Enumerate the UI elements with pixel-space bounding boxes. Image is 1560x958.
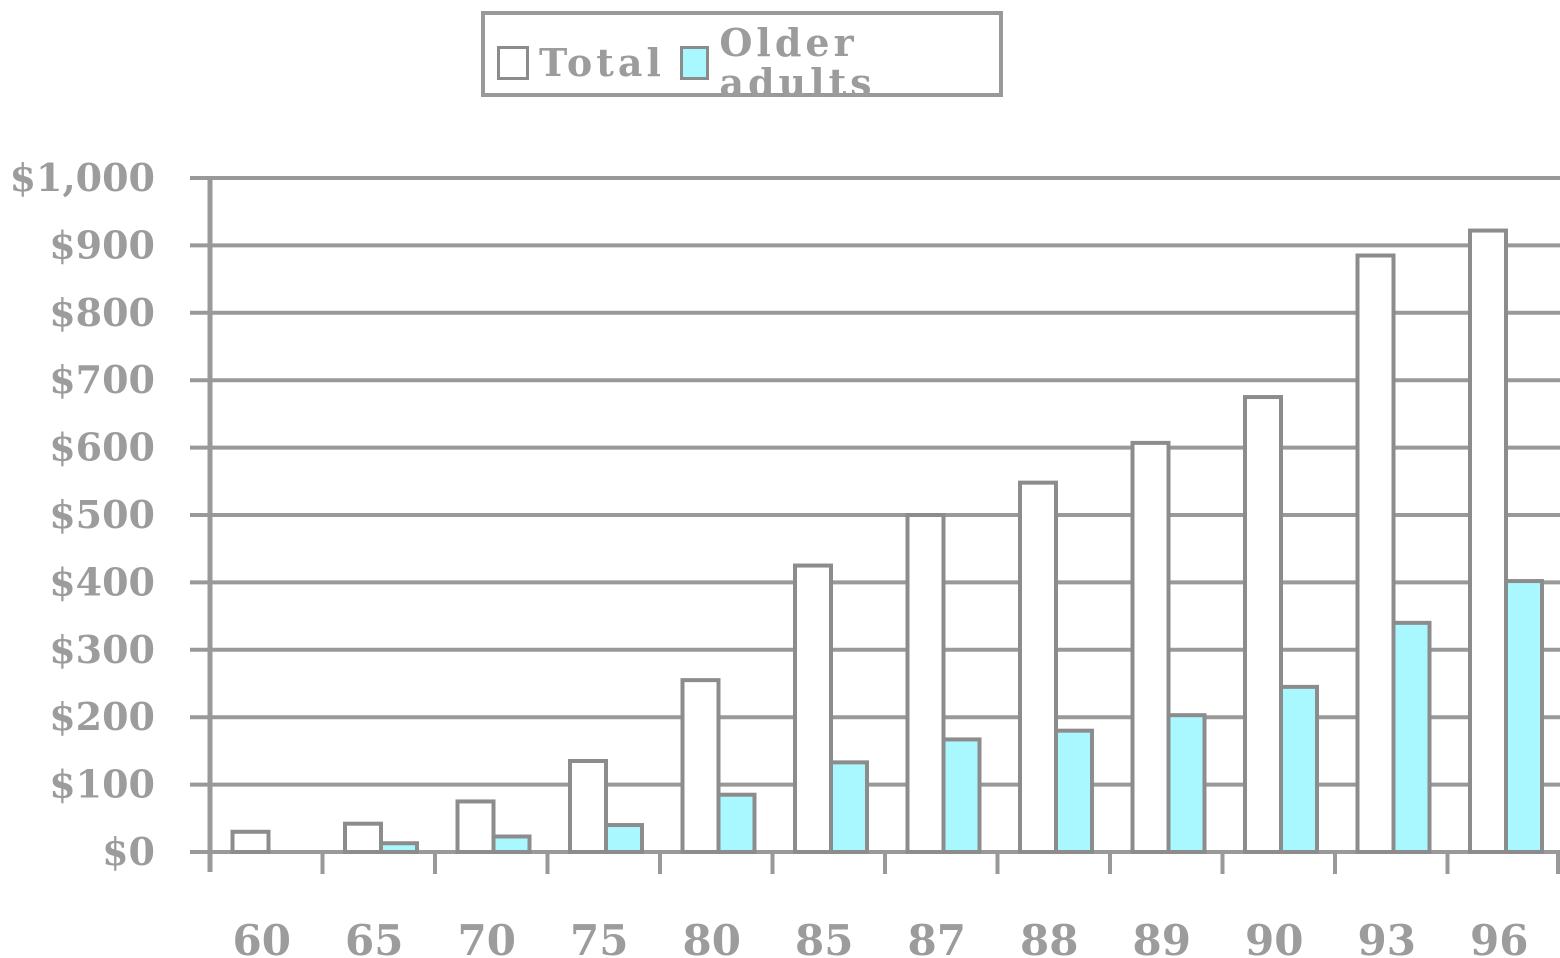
axes [207,178,1560,874]
bar-older-adults-88 [1054,728,1094,854]
legend-item-total: Total [497,43,665,83]
y-tick-label: $600 [49,425,155,470]
bar-older-adults-87 [941,737,982,855]
x-tick-label: 88 [1020,916,1078,958]
x-tick-label: 65 [345,916,403,958]
x-tick-label: 70 [458,916,516,958]
legend-swatch-total [497,46,529,80]
y-tick-label: $900 [49,222,155,267]
x-tick-label: 80 [683,916,741,958]
y-tick-label: $500 [49,492,155,537]
legend-label-older-adults: Older adults [719,20,876,105]
bar-total-90 [1243,395,1283,854]
legend-swatch-older-adults [680,46,710,80]
x-tick-label: 60 [233,916,291,958]
bar-older-adults-65 [379,841,419,854]
legend-label-total: Total [539,40,665,85]
bar-total-70 [455,799,496,855]
bars [230,228,1544,855]
y-tick-label: $800 [49,290,155,335]
bar-total-89 [1130,440,1171,854]
x-tick-label: 87 [908,916,966,958]
bar-total-88 [1018,480,1058,854]
bar-total-60 [230,829,271,855]
bar-older-adults-89 [1166,713,1207,854]
y-tick-label: $0 [102,829,155,874]
bar-total-85 [793,563,833,854]
gridlines [190,176,1560,854]
bar-older-adults-93 [1391,620,1432,855]
y-tick-label: $700 [49,357,155,402]
y-tick-label: $300 [49,627,155,672]
bar-older-adults-70 [491,834,532,854]
bar-total-93 [1355,253,1396,854]
legend-item-older-adults: Older adults [680,23,999,103]
x-tick-label: 89 [1133,916,1191,958]
bar-older-adults-96 [1504,579,1544,854]
x-tick-label: 90 [1245,916,1303,958]
y-tick-label: $400 [49,559,155,604]
bar-older-adults-90 [1279,684,1319,854]
bar-older-adults-85 [829,760,869,854]
y-tick-label: $1,000 [10,155,155,200]
bar-older-adults-80 [716,792,757,855]
x-tick-label: 85 [795,916,853,958]
tick-labels: $0 $100 $200 $300 $400 $500 $600 $700 $800 $900 $1… [10,155,1529,958]
x-tick-label: 93 [1358,916,1416,958]
bar-older-adults-75 [604,823,644,854]
x-tick-label: 75 [570,916,628,958]
legend: Total Older adults [481,11,1003,103]
bar-total-65 [343,821,383,855]
y-tick-label: $100 [49,762,155,807]
bar-total-80 [680,678,721,854]
x-tick-label: 96 [1470,916,1528,958]
bar-total-96 [1468,228,1508,854]
bar-total-87 [905,513,946,854]
bar-total-75 [568,759,608,855]
y-tick-label: $200 [49,694,155,739]
